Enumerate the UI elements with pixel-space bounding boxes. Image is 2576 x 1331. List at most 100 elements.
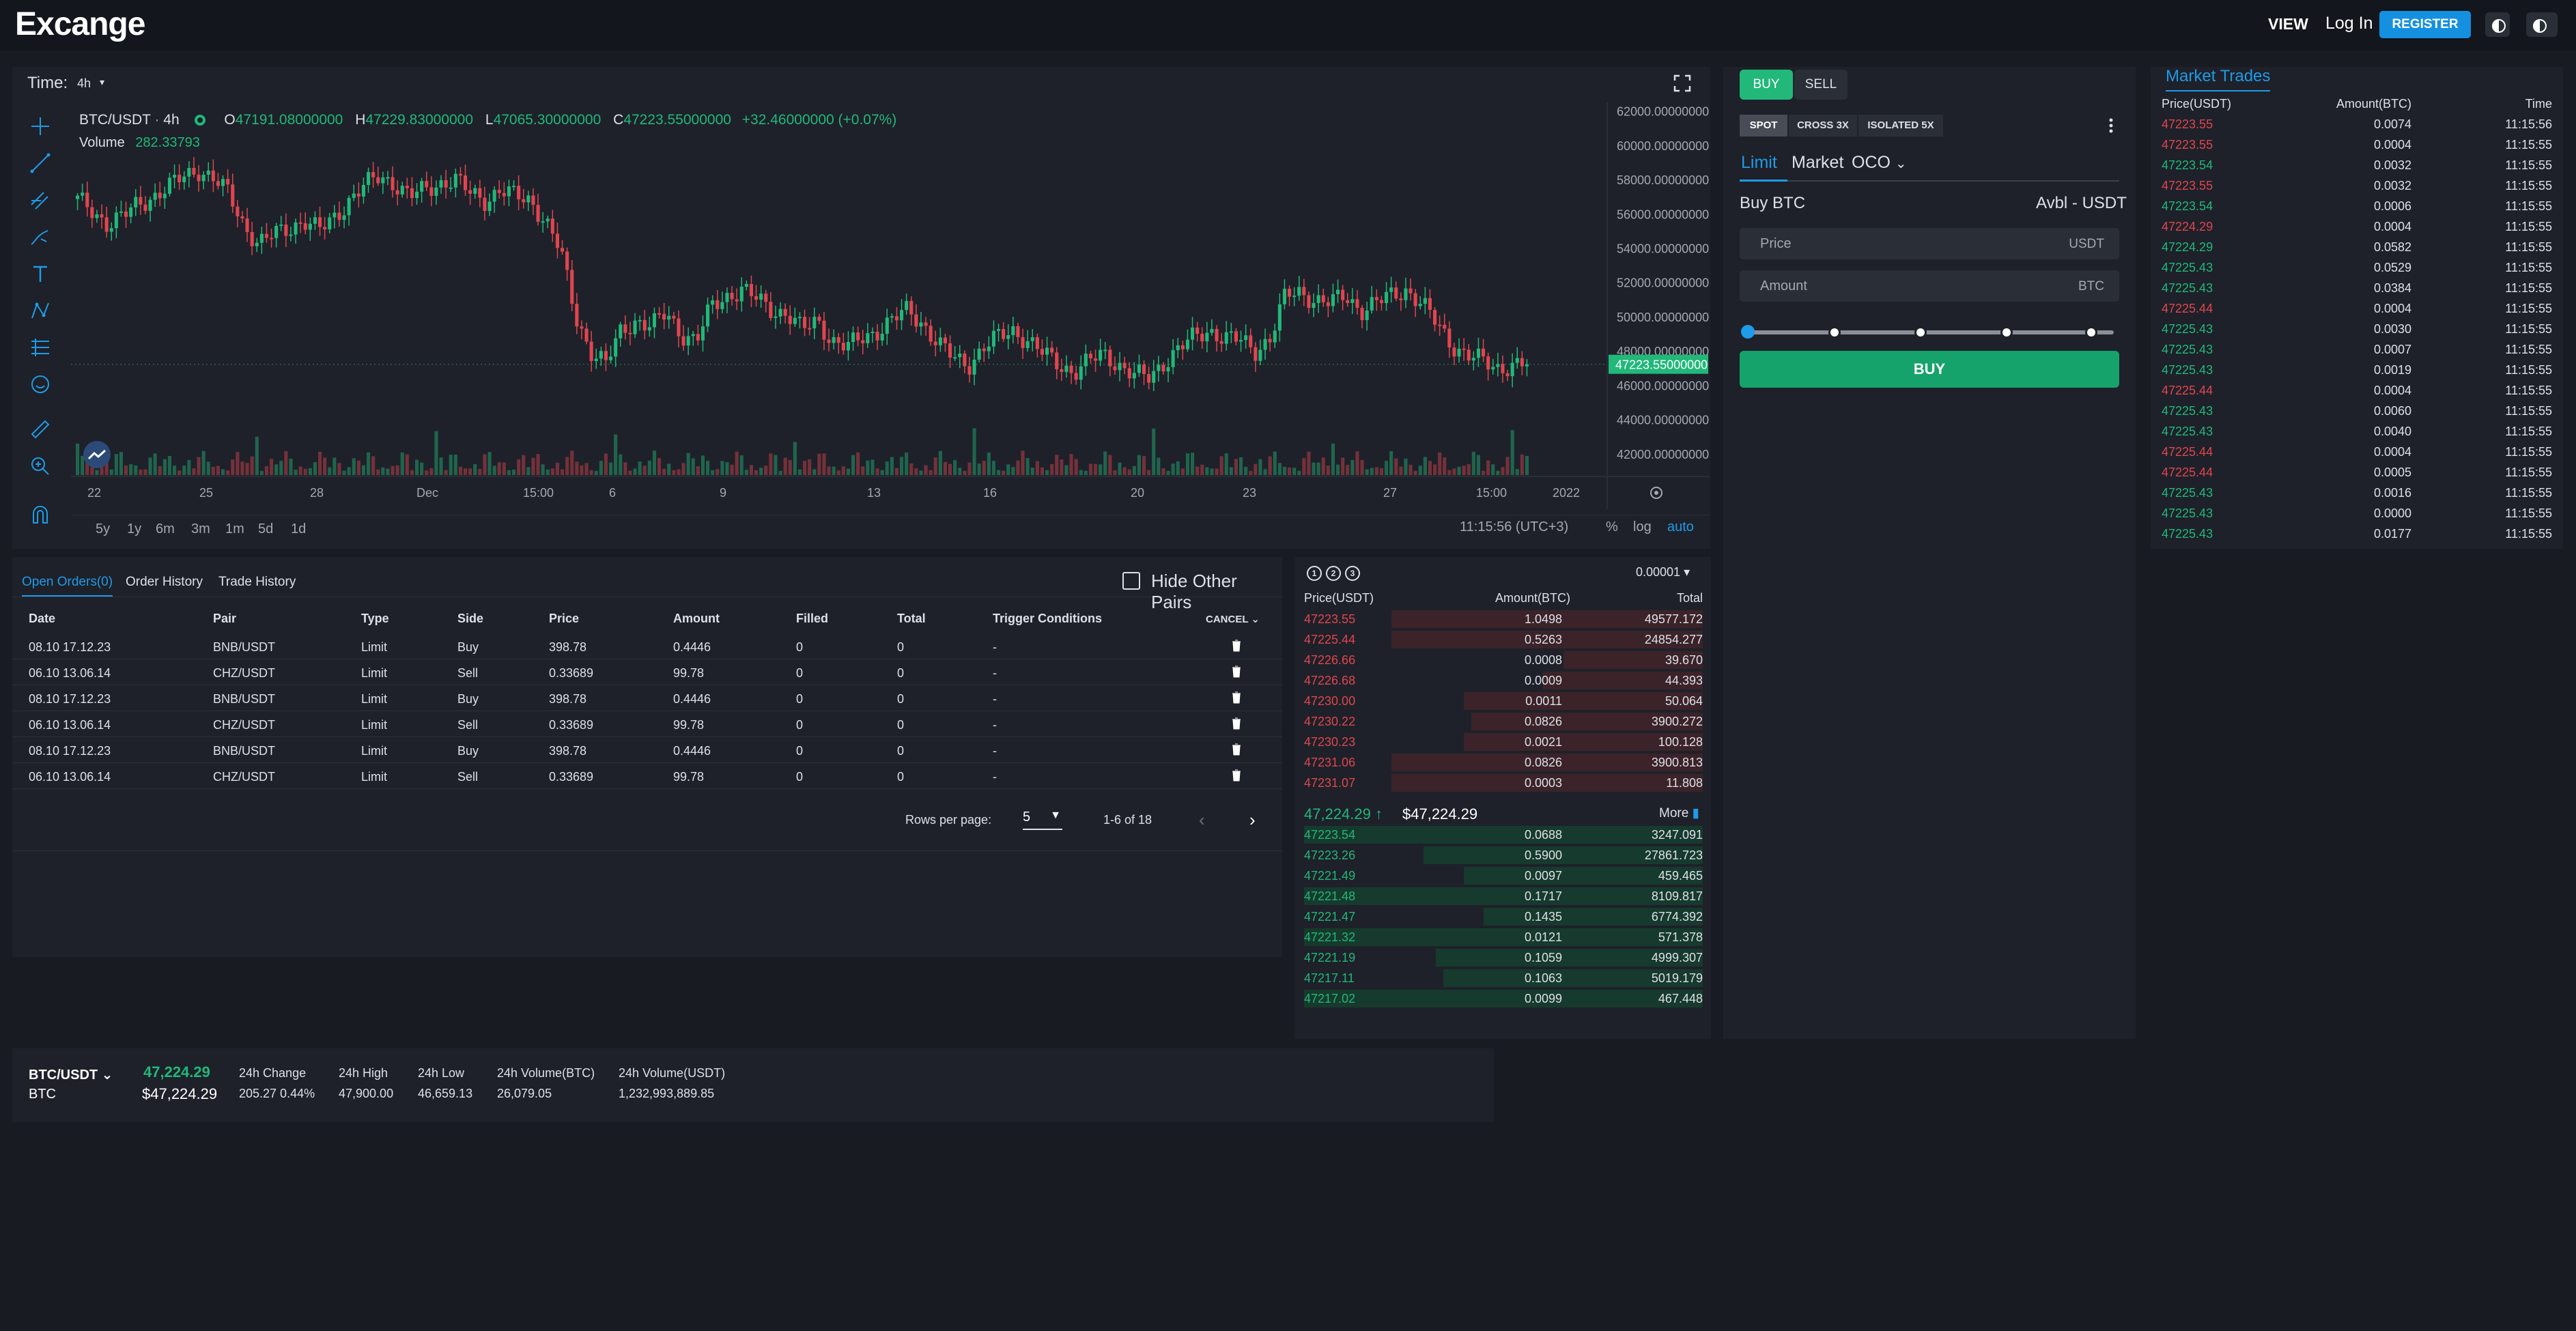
ask-row[interactable]: 47230.00 0.0011 50.064 [1304, 691, 1703, 711]
order-type-market[interactable]: Market [1792, 153, 1844, 172]
book-view-1-icon[interactable]: 1 [1307, 566, 1322, 581]
magnet-icon[interactable] [29, 504, 52, 527]
mode-spot[interactable]: SPOT [1740, 115, 1787, 137]
market-trades-title[interactable]: Market Trades [2166, 67, 2271, 91]
amount-input[interactable] [1760, 270, 2020, 302]
order-type-oco[interactable]: OCO ⌄ [1852, 153, 1907, 173]
tab-open-orders[interactable]: Open Orders(0) [22, 575, 113, 597]
register-button[interactable]: REGISTER [2379, 11, 2471, 38]
ask-row[interactable]: 47230.22 0.0826 3900.272 [1304, 711, 1703, 732]
prediction-tool-icon[interactable] [29, 336, 52, 359]
theme-toggle-icon[interactable] [2526, 12, 2558, 37]
range-5d[interactable]: 5d [258, 521, 274, 536]
book-view-2-icon[interactable]: 2 [1326, 566, 1341, 581]
volume-bar [221, 469, 225, 475]
log-scale-toggle[interactable]: log [1633, 519, 1652, 534]
order-cell: 398.78 [549, 640, 587, 654]
trash-icon[interactable] [1232, 640, 1241, 652]
buy-tab[interactable]: BUY [1740, 70, 1793, 100]
chevron-down-icon[interactable]: ▾ [100, 76, 105, 87]
more-button[interactable]: More ▮ [1659, 805, 1699, 821]
bid-row[interactable]: 47221.47 0.1435 6774.392 [1304, 906, 1703, 927]
cancel-all-button[interactable]: CANCEL ⌄ [1206, 613, 1260, 625]
range-1m[interactable]: 1m [225, 521, 244, 536]
range-1y[interactable]: 1y [127, 521, 142, 536]
trash-icon[interactable] [1232, 691, 1241, 704]
bid-row[interactable]: 47221.48 0.1717 8109.817 [1304, 886, 1703, 906]
book-view-3-icon[interactable]: 3 [1345, 566, 1360, 581]
slider-stop-75[interactable] [2000, 326, 2013, 339]
ask-row[interactable]: 47225.44 0.5263 24854.277 [1304, 629, 1703, 650]
pair-select[interactable]: BTC/USDT ⌄ [29, 1066, 113, 1083]
ask-row[interactable]: 47223.55 1.0498 49577.172 [1304, 609, 1703, 629]
volume-bar [531, 457, 535, 475]
volume-bar [487, 452, 492, 475]
tab-trade-history[interactable]: Trade History [218, 575, 296, 589]
slider-stop-25[interactable] [1828, 326, 1841, 339]
theme-contrast-icon[interactable] [2485, 12, 2510, 37]
crosshair-icon[interactable] [29, 115, 52, 138]
trash-icon[interactable] [1232, 743, 1241, 756]
percent-scale-toggle[interactable]: % [1606, 519, 1618, 534]
candle-body [1239, 340, 1243, 342]
mode-cross-3x[interactable]: CROSS 3X [1789, 115, 1857, 137]
slider-stop-100[interactable] [2085, 326, 2097, 339]
range-5y[interactable]: 5y [96, 521, 111, 536]
zoom-in-icon[interactable] [29, 455, 52, 478]
ask-row[interactable]: 47226.68 0.0009 44.393 [1304, 670, 1703, 691]
login-link[interactable]: Log In [2325, 14, 2373, 33]
volume-bar [555, 462, 559, 475]
kebab-menu-icon[interactable] [2104, 116, 2118, 135]
fullscreen-icon[interactable] [1673, 74, 1692, 93]
range-1d[interactable]: 1d [291, 521, 307, 536]
range-3m[interactable]: 3m [191, 521, 210, 536]
order-type-limit[interactable]: Limit [1741, 153, 1777, 172]
slider-thumb[interactable] [1741, 325, 1755, 339]
range-6m[interactable]: 6m [156, 521, 175, 536]
bid-row[interactable]: 47217.11 0.1063 5019.179 [1304, 968, 1703, 988]
trash-icon[interactable] [1232, 717, 1241, 730]
brush-icon[interactable] [29, 225, 52, 248]
nav-view-link[interactable]: VIEW [2268, 15, 2308, 33]
bid-row[interactable]: 47221.19 0.1059 4999.307 [1304, 947, 1703, 968]
slider-stop-50[interactable] [1914, 326, 1927, 339]
price-chart[interactable]: 62000.00000000 60000.00000000 58000.000000… [71, 102, 1710, 509]
fib-tool-icon[interactable] [29, 188, 52, 212]
ask-row[interactable]: 47230.23 0.0021 100.128 [1304, 732, 1703, 752]
trash-icon[interactable] [1232, 666, 1241, 678]
amount-slider[interactable] [1740, 322, 2119, 343]
order-cell: 08.10 17.12.23 [29, 692, 111, 706]
time-label: Time: [27, 74, 68, 92]
sell-tab[interactable]: SELL [1794, 70, 1848, 100]
candle-body [201, 175, 206, 182]
ask-row[interactable]: 47226.66 0.0008 39.670 [1304, 650, 1703, 670]
logo[interactable]: Excange [15, 6, 145, 42]
bid-row[interactable]: 47221.49 0.0097 459.465 [1304, 865, 1703, 886]
bid-row[interactable]: 47223.26 0.5900 27861.723 [1304, 845, 1703, 865]
trash-icon[interactable] [1232, 769, 1241, 782]
price-input[interactable] [1760, 228, 2020, 259]
bid-row[interactable]: 47217.02 0.0099 467.448 [1304, 988, 1703, 1009]
ask-row[interactable]: 47231.06 0.0826 3900.813 [1304, 752, 1703, 773]
trend-line-icon[interactable] [29, 152, 52, 175]
interval-select[interactable]: 4h [77, 76, 91, 90]
tab-order-history[interactable]: Order History [126, 575, 203, 589]
next-page-icon[interactable]: › [1249, 810, 1256, 830]
bid-row[interactable]: 47221.32 0.0121 571.378 [1304, 927, 1703, 947]
buy-submit-button[interactable]: BUY [1740, 351, 2119, 388]
precision-select[interactable]: 0.00001 ▾ [1636, 565, 1690, 579]
auto-scale-toggle[interactable]: auto [1667, 519, 1694, 534]
chart-settings-icon[interactable] [1650, 487, 1662, 499]
bid-row[interactable]: 47223.54 0.0688 3247.091 [1304, 825, 1703, 845]
emoji-icon[interactable] [29, 373, 52, 396]
mode-isolated-5x[interactable]: ISOLATED 5X [1858, 115, 1943, 137]
prev-page-icon[interactable]: ‹ [1199, 810, 1205, 830]
text-tool-icon[interactable] [29, 262, 52, 285]
ruler-icon[interactable] [29, 418, 52, 441]
hide-pairs-checkbox[interactable] [1122, 572, 1140, 590]
volume-bar [1254, 463, 1258, 475]
ask-row[interactable]: 47231.07 0.0003 11.808 [1304, 773, 1703, 793]
pattern-tool-icon[interactable] [29, 299, 52, 322]
rows-per-page-select[interactable]: 5 ▼ [1023, 810, 1062, 830]
ask-total: 44.393 [1665, 674, 1703, 687]
